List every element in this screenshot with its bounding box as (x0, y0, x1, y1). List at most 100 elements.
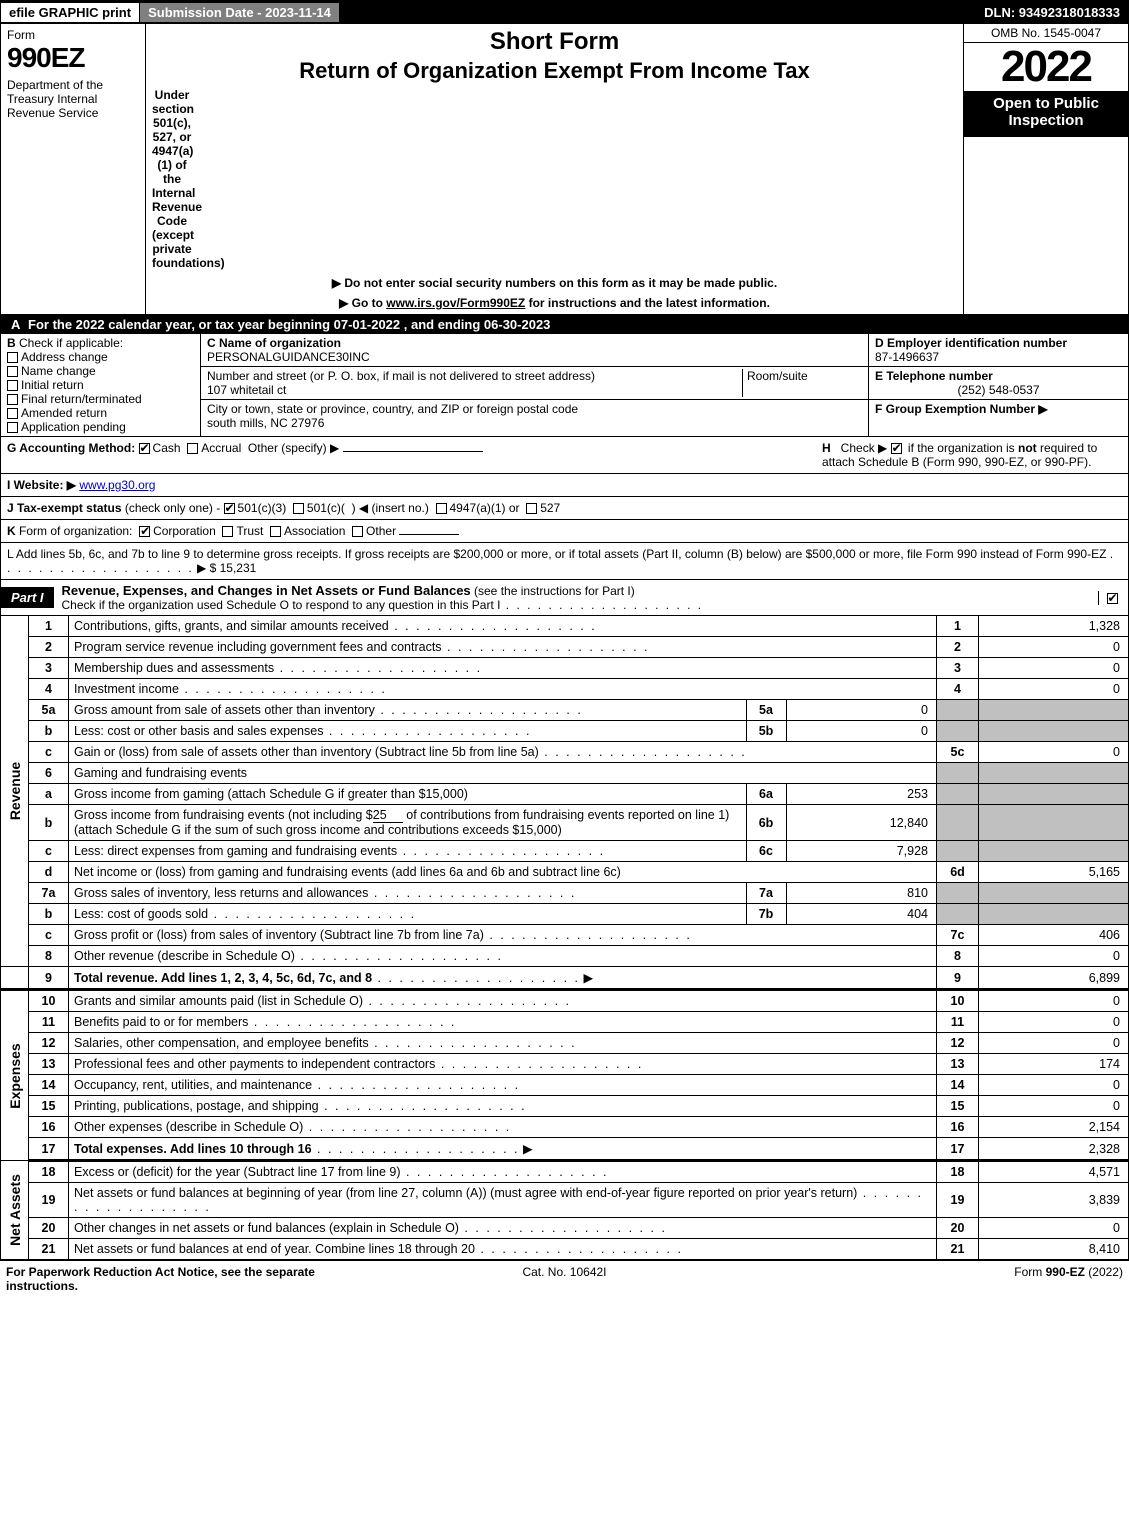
ln2-text: Program service revenue including govern… (69, 637, 937, 658)
ln6c-col: 6c (746, 841, 786, 861)
chk-527[interactable] (526, 503, 537, 514)
J-row: J Tax-exempt status (check only one) - 5… (7, 501, 1122, 515)
chk-name-change[interactable] (7, 366, 18, 377)
opt-initial-return: Initial return (21, 378, 84, 392)
ln5b-grayamt (979, 721, 1129, 742)
block-GHIJKL: G Accounting Method: Cash Accrual Other … (0, 437, 1129, 580)
ln1-col: 1 (937, 616, 979, 637)
ln19-text: Net assets or fund balances at beginning… (69, 1183, 937, 1218)
C-street-label: Number and street (or P. O. box, if mail… (207, 369, 595, 383)
ln5b-col: 5b (746, 721, 786, 741)
ln6b-text: Gross income from fundraising events (no… (69, 805, 746, 840)
ln13-text: Professional fees and other payments to … (69, 1054, 937, 1075)
ln7b-col: 7b (746, 904, 786, 924)
part1-title: Revenue, Expenses, and Changes in Net As… (62, 583, 471, 598)
org-street: 107 whitetail ct (207, 383, 286, 397)
ln12-col: 12 (937, 1033, 979, 1054)
ln6d-col: 6d (937, 862, 979, 883)
open-public: Open to Public Inspection (964, 91, 1128, 137)
row-A: A For the 2022 calendar year, or tax yea… (0, 315, 1129, 334)
ln9-col: 9 (937, 967, 979, 990)
ln4-col: 4 (937, 679, 979, 700)
sidelabel-netassets: Net Assets (1, 1161, 29, 1260)
ln16-amt: 2,154 (979, 1117, 1129, 1138)
ln6b-amt: 12,840 (786, 805, 936, 840)
chk-assoc[interactable] (270, 526, 281, 537)
ln19-amt: 3,839 (979, 1183, 1129, 1218)
ln14-text: Occupancy, rent, utilities, and maintena… (69, 1075, 937, 1096)
D-label: D Employer identification number (875, 336, 1067, 350)
efile-print[interactable]: efile GRAPHIC print (1, 3, 140, 22)
dept: Department of the Treasury Internal Reve… (7, 78, 139, 120)
omb-number: OMB No. 1545-0047 (964, 24, 1128, 43)
chk-501c[interactable] (293, 503, 304, 514)
note2-post: for instructions and the latest informat… (525, 296, 770, 310)
ln7a-amt: 810 (786, 883, 936, 903)
ln11-text: Benefits paid to or for members (69, 1012, 937, 1033)
chk-amended[interactable] (7, 408, 18, 419)
chk-accrual[interactable] (187, 443, 198, 454)
chk-trust[interactable] (222, 526, 233, 537)
chk-app-pending[interactable] (7, 422, 18, 433)
opt-accrual: Accrual (201, 441, 241, 455)
chk-initial-return[interactable] (7, 380, 18, 391)
ln7b-amt: 404 (786, 904, 936, 924)
H-prefix: H (822, 441, 831, 455)
form-subtitle: Under section 501(c), 527, or 4947(a)(1)… (152, 88, 192, 270)
website-link[interactable]: www.pg30.org (79, 478, 155, 492)
part1-bar: Part I Revenue, Expenses, and Changes in… (0, 580, 1129, 616)
ln7b-text: Less: cost of goods sold (69, 904, 746, 924)
ln19-col: 19 (937, 1183, 979, 1218)
chk-final-return[interactable] (7, 394, 18, 405)
note-link: ▶ Go to www.irs.gov/Form990EZ for instru… (152, 296, 957, 310)
chk-501c3[interactable] (224, 503, 235, 514)
part1-label: Part I (1, 587, 54, 608)
note2-pre: ▶ Go to (339, 296, 386, 310)
ln11-amt: 0 (979, 1012, 1129, 1033)
text-A: For the 2022 calendar year, or tax year … (28, 317, 550, 332)
part1-check: Check if the organization used Schedule … (62, 598, 501, 612)
ln5b-amt: 0 (786, 721, 936, 741)
opt-amended: Amended return (21, 406, 107, 420)
ln4-text: Investment income (69, 679, 937, 700)
irs-link[interactable]: www.irs.gov/Form990EZ (386, 296, 525, 310)
submission-date: Submission Date - 2023-11-14 (140, 3, 340, 22)
ln8-amt: 0 (979, 946, 1129, 967)
note-ssn: ▶ Do not enter social security numbers o… (152, 276, 957, 290)
B-label: Check if applicable: (19, 336, 123, 350)
chk-other-org[interactable] (352, 526, 363, 537)
ln6d-amt: 5,165 (979, 862, 1129, 883)
ln6a-text: Gross income from gaming (attach Schedul… (69, 784, 746, 804)
org-name: PERSONALGUIDANCE30INC (207, 350, 370, 364)
chk-schedule-o[interactable] (1107, 593, 1118, 604)
chk-cash[interactable] (139, 443, 150, 454)
col-B: B Check if applicable: Address change Na… (1, 334, 201, 436)
E-label: E Telephone number (875, 369, 993, 383)
C-city-label: City or town, state or province, country… (207, 402, 578, 416)
ln12-text: Salaries, other compensation, and employ… (69, 1033, 937, 1054)
sidelabel-expenses: Expenses (1, 990, 29, 1161)
chk-corp[interactable] (139, 526, 150, 537)
ln20-text: Other changes in net assets or fund bala… (69, 1218, 937, 1239)
topbar: efile GRAPHIC print Submission Date - 20… (0, 0, 1129, 24)
ln1-amt: 1,328 (979, 616, 1129, 637)
chk-4947[interactable] (436, 503, 447, 514)
ln5c-text: Gain or (loss) from sale of assets other… (69, 742, 937, 763)
ln6a-amt: 253 (786, 784, 936, 804)
short-form: Short Form (152, 28, 957, 56)
ln7c-col: 7c (937, 925, 979, 946)
H-block: H Check ▶ if the organization is not req… (822, 441, 1122, 469)
ln16-text: Other expenses (describe in Schedule O) (69, 1117, 937, 1138)
form-number: 990EZ (7, 42, 139, 74)
ln6b-col: 6b (746, 805, 786, 840)
opt-address-change: Address change (21, 350, 108, 364)
sidelabel-revenue: Revenue (1, 616, 29, 967)
L-row: L Add lines 5b, 6c, and 7b to line 9 to … (7, 547, 1122, 575)
chk-address-change[interactable] (7, 352, 18, 363)
ln5a-graycol (937, 700, 979, 721)
ln18-amt: 4,571 (979, 1161, 1129, 1183)
C-name-label: C Name of organization (207, 336, 341, 350)
ln17-col: 17 (937, 1138, 979, 1161)
ln3-text: Membership dues and assessments (69, 658, 937, 679)
chk-schedule-b[interactable] (891, 443, 902, 454)
